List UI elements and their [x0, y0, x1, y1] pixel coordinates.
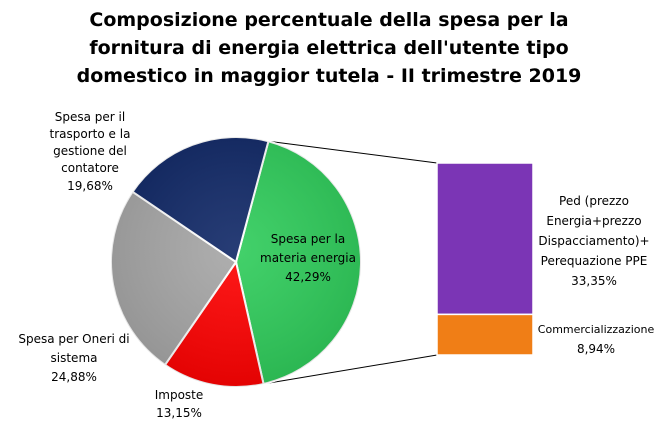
- bar-label-ped-line-1: Ped (prezzo: [559, 194, 629, 208]
- slice-value-materia-energia: 42,29%: [285, 270, 331, 284]
- slice-value-oneri: 24,88%: [51, 370, 97, 384]
- slice-label-oneri-line-2: sistema: [51, 351, 98, 365]
- bar-segment-commercializzazione: [436, 313, 534, 356]
- chart-title-line-3: domestico in maggior tutela - II trimest…: [76, 65, 582, 87]
- bar-label-ped-line-4: Perequazione PPE: [541, 254, 648, 268]
- slice-value-imposte: 13,15%: [156, 406, 202, 420]
- connector-line-top: [268, 140, 438, 164]
- pie: [110, 136, 362, 388]
- bar-label-ped-line-2: Energia+prezzo: [546, 214, 641, 228]
- chart-title: Composizione percentuale della spesa per…: [0, 6, 658, 90]
- slice-value-trasporto: 19,68%: [67, 179, 113, 193]
- pie-shading: [111, 137, 361, 387]
- chart-title-line-2: fornitura di energia elettrica dell'uten…: [89, 37, 569, 59]
- slice-label-oneri: Spesa per Oneri di sistema 24,88%: [18, 332, 129, 384]
- slice-label-imposte-line-1: Imposte: [155, 388, 204, 402]
- connector-line-bottom: [263, 354, 438, 385]
- bar-label-ped: Ped (prezzo Energia+prezzo Dispacciament…: [538, 194, 649, 288]
- bar-label-ped-line-3: Dispacciamento)+: [538, 234, 649, 248]
- bar-label-commercializzazione: Commercializzazione 8,94%: [538, 323, 655, 356]
- slice-label-materia-energia-line-2: materia energia: [260, 251, 356, 265]
- slice-label-trasporto-line-4: contatore: [61, 161, 119, 175]
- bar-segment-ped: [436, 162, 534, 316]
- slice-label-trasporto-line-2: trasporto e la: [50, 127, 131, 141]
- bar-value-commercializzazione: 8,94%: [577, 342, 615, 356]
- slice-label-trasporto: Spesa per il trasporto e la gestione del…: [50, 110, 131, 193]
- slice-label-materia-energia: Spesa per la materia energia 42,29%: [260, 232, 356, 284]
- chart-title-line-1: Composizione percentuale della spesa per…: [89, 9, 569, 31]
- bar-label-commercializzazione-line-1: Commercializzazione: [538, 323, 655, 336]
- slice-label-imposte: Imposte 13,15%: [155, 388, 204, 420]
- slice-label-trasporto-line-3: gestione del: [53, 144, 127, 158]
- bar-value-ped: 33,35%: [571, 274, 617, 288]
- slice-label-trasporto-line-1: Spesa per il: [55, 110, 125, 124]
- slice-label-materia-energia-line-1: Spesa per la: [271, 232, 345, 246]
- breakdown-bar: [436, 162, 534, 356]
- connector-lines: [263, 140, 438, 385]
- slice-label-oneri-line-1: Spesa per Oneri di: [18, 332, 129, 346]
